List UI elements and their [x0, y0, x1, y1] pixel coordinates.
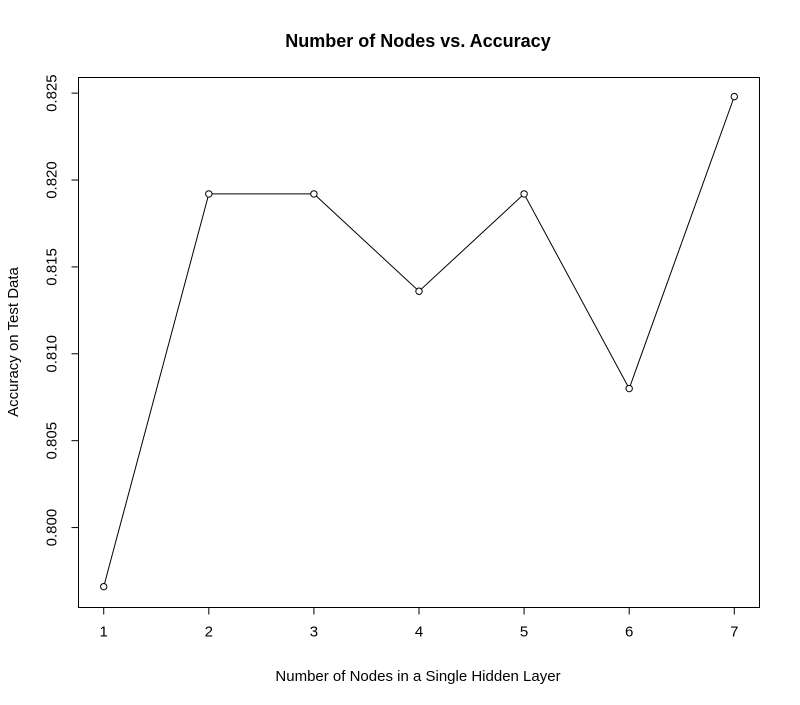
data-point-3 — [310, 190, 318, 198]
x-tick-label: 1 — [100, 624, 108, 641]
y-tick-label: 0.800 — [44, 509, 61, 547]
x-tick-label: 4 — [415, 624, 423, 641]
data-point-5 — [520, 190, 528, 198]
y-tick-label: 0.815 — [44, 248, 61, 286]
x-tick-label: 7 — [730, 624, 738, 641]
data-point-1 — [100, 582, 108, 591]
x-axis-label: Number of Nodes in a Single Hidden Layer — [275, 668, 560, 685]
y-tick-label: 0.805 — [44, 422, 61, 460]
data-point-7 — [730, 92, 738, 101]
plot-series — [100, 92, 738, 591]
series-line — [103, 96, 735, 587]
x-tick-label: 5 — [520, 624, 528, 641]
data-point-2 — [205, 190, 213, 198]
y-axis: 0.800 0.805 0.810 0.815 0.820 0.825 — [44, 74, 79, 546]
x-tick-label: 3 — [310, 624, 318, 641]
data-point-4 — [415, 287, 423, 295]
chart-title: Number of Nodes vs. Accuracy — [285, 31, 550, 51]
x-tick-label: 6 — [625, 624, 633, 641]
data-point-6 — [625, 384, 633, 393]
y-tick-label: 0.810 — [44, 335, 61, 373]
y-axis-label: Accuracy on Test Data — [5, 266, 22, 416]
x-tick-label: 2 — [205, 624, 213, 641]
plot-frame — [78, 77, 760, 608]
x-axis: 1 2 3 4 5 6 7 — [100, 607, 738, 641]
y-tick-label: 0.825 — [44, 74, 61, 112]
y-tick-label: 0.820 — [44, 161, 61, 199]
